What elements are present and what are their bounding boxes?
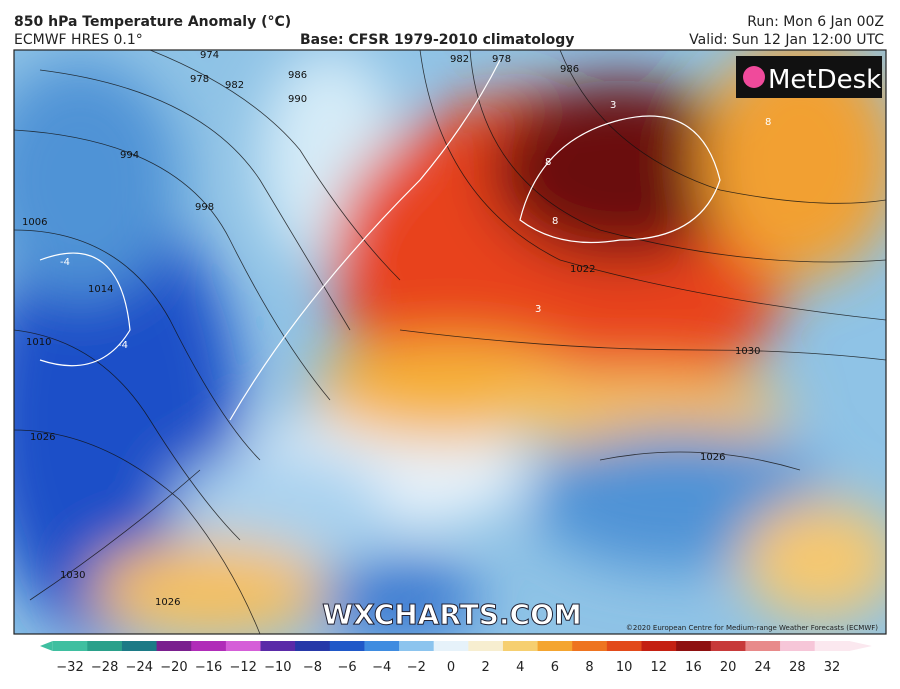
colorbar-label: 12 [651, 660, 668, 675]
colorbar-label: −12 [229, 660, 256, 675]
colorbar-swatch [295, 641, 331, 651]
colorbar-swatch [364, 641, 400, 651]
colorbar-high-arrow [849, 641, 872, 651]
run: Run: Mon 6 Jan 00Z [747, 14, 884, 30]
colorbar-label: 8 [585, 660, 593, 675]
colorbar-label: −10 [264, 660, 291, 675]
colorbar-label: 24 [754, 660, 771, 675]
watermark: WXCHARTS.COM [322, 598, 582, 631]
colorbar-swatch [572, 641, 608, 651]
isobar-label: 1014 [88, 284, 113, 295]
colorbar-swatch [433, 641, 469, 651]
colorbar-label: 6 [551, 660, 559, 675]
colorbar-label: −20 [160, 660, 187, 675]
colorbar-label: 0 [447, 660, 455, 675]
colorbar-swatch [52, 641, 88, 651]
logo-icon [743, 66, 765, 88]
colorbar-label: 20 [720, 660, 737, 675]
anomaly-label: 8 [552, 216, 558, 227]
isobar-label: 978 [492, 54, 511, 65]
subtitle: ECMWF HRES 0.1° [14, 32, 143, 48]
isobar-label: 1026 [700, 452, 725, 463]
colorbar-label: −6 [338, 660, 357, 675]
colorbar-label: −4 [372, 660, 391, 675]
isobar-label: 994 [120, 150, 139, 161]
isobar-label: 982 [225, 80, 244, 91]
colorbar-label: 28 [789, 660, 806, 675]
colorbar-label: 16 [685, 660, 702, 675]
colorbar: −32 −28 −24 −20 −16 −12 −10 −8 −6 −4 −2 0 2 4 6 8 10 12 16… [40, 641, 872, 675]
anomaly-label: 3 [610, 100, 616, 111]
colorbar-swatch [191, 641, 227, 651]
colorbar-swatch [502, 641, 539, 651]
colorbar-swatch [399, 641, 435, 651]
colorbar-swatch [814, 641, 850, 651]
anomaly-label: 8 [545, 157, 551, 168]
isobar-label: 1026 [30, 432, 55, 443]
isobar-label: 1030 [735, 346, 760, 357]
anomaly-label: 3 [535, 304, 541, 315]
anomaly-label: -4 [60, 257, 70, 268]
colorbar-label: −32 [56, 660, 83, 675]
map-frame [13, 49, 887, 635]
colorbar-label: 10 [616, 660, 633, 675]
colorbar-swatch [329, 641, 365, 651]
copyright: ©2020 European Centre for Medium-range W… [626, 624, 878, 632]
isobar-label: 1010 [26, 337, 51, 348]
anomaly-label: 8 [765, 117, 771, 128]
base: Base: CFSR 1979-2010 climatology [300, 32, 574, 48]
colorbar-swatch [537, 641, 573, 651]
anomaly-label: -4 [118, 340, 128, 351]
colorbar-swatch [260, 641, 296, 651]
colorbar-swatch [780, 641, 816, 651]
colorbar-label: −24 [126, 660, 153, 675]
title: 850 hPa Temperature Anomaly (°C) [14, 14, 291, 30]
isobar-label: 982 [450, 54, 469, 65]
isobar-label: 986 [560, 64, 579, 75]
isobar-label: 978 [190, 74, 209, 85]
colorbar-swatch [676, 641, 712, 651]
colorbar-swatch [606, 641, 642, 651]
colorbar-swatch [710, 641, 746, 651]
isobar-label: 990 [288, 94, 307, 105]
colorbar-label: −2 [407, 660, 426, 675]
colorbar-swatch [641, 641, 677, 651]
isobar-label: 1026 [155, 597, 180, 608]
colorbar-label: −28 [91, 660, 118, 675]
colorbar-label: 32 [824, 660, 841, 675]
colorbar-label: −8 [303, 660, 322, 675]
map: MetDesk WXCHARTS.COM ©2020 European Cent… [14, 50, 886, 634]
isobar-label: 974 [200, 50, 219, 61]
colorbar-swatch [87, 641, 123, 651]
colorbar-swatch [745, 641, 781, 651]
colorbar-label: −16 [195, 660, 222, 675]
valid: Valid: Sun 12 Jan 12:00 UTC [689, 32, 884, 48]
isobar-label: 1006 [22, 217, 47, 228]
colorbar-label: 4 [516, 660, 524, 675]
logo: MetDesk [768, 65, 881, 95]
isobar-label: 1030 [60, 570, 85, 581]
colorbar-swatch [156, 641, 192, 651]
colorbar-swatch [121, 641, 158, 651]
isobar-label: 998 [195, 202, 214, 213]
colorbar-swatch [468, 641, 504, 651]
colorbar-swatch [225, 641, 261, 651]
isobar-label: 986 [288, 70, 307, 81]
colorbar-label: 2 [481, 660, 489, 675]
isobar-label: 1022 [570, 264, 595, 275]
colorbar-low-arrow [40, 641, 53, 651]
